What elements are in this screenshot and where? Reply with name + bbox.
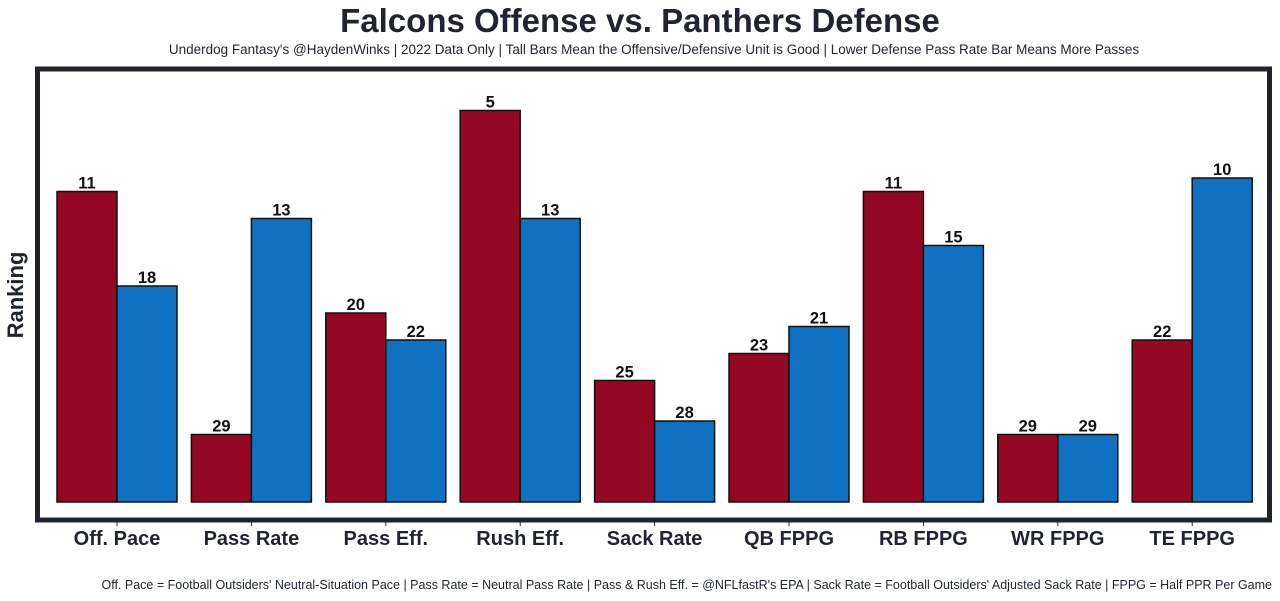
offense-value-label: 29 <box>212 418 230 436</box>
offense-bar-rush-eff <box>459 109 521 503</box>
chart-footnote: Off. Pace = Football Outsiders' Neutral-… <box>101 578 1272 592</box>
x-tick-label: QB FPPG <box>744 528 834 550</box>
offense-value-label: 22 <box>1153 323 1171 341</box>
defense-bar-rush-eff <box>519 217 581 503</box>
defense-value-label: 13 <box>541 202 559 220</box>
chart-title: Falcons Offense vs. Panthers Defense <box>340 2 940 39</box>
x-ticks-group <box>116 522 1193 526</box>
defense-bar-qb-fppg <box>788 325 850 503</box>
defense-bar-rb-fppg <box>922 244 985 503</box>
defense-value-label: 29 <box>1079 418 1097 436</box>
offense-bar-rb-fppg <box>862 190 925 503</box>
offense-bar-off-pace <box>56 190 118 503</box>
defense-value-label: 22 <box>407 323 425 341</box>
x-tick-label: Pass Rate <box>204 528 300 550</box>
x-tick-label: Rush Eff. <box>476 528 564 550</box>
offense-bar-wr-fppg <box>997 433 1059 503</box>
x-tick-label: Pass Eff. <box>344 528 428 550</box>
offense-bar-te-fppg <box>1131 339 1193 503</box>
defense-bar-pass-rate <box>250 217 313 503</box>
defense-value-label: 13 <box>272 202 290 220</box>
bars-group <box>56 109 1253 503</box>
defense-value-label: 21 <box>810 310 828 328</box>
x-tick-label: WR FPPG <box>1011 528 1104 550</box>
defense-bar-off-pace <box>116 285 178 503</box>
offense-value-label: 11 <box>885 175 902 193</box>
defense-value-label: 28 <box>675 404 693 422</box>
x-tick-labels-group: Off. Pace Pass Rate Pass Eff. Rush Eff. Sack… <box>74 528 1235 550</box>
defense-value-label: 15 <box>944 229 962 247</box>
chart-subtitle: Underdog Fantasy's @HaydenWinks | 2022 D… <box>168 42 1140 57</box>
defense-value-label: 18 <box>138 269 156 287</box>
x-tick-label: TE FPPG <box>1149 528 1235 550</box>
offense-value-label: 29 <box>1019 418 1037 436</box>
defense-bar-te-fppg <box>1191 177 1253 503</box>
bar-labels-group: 11 18 29 13 20 22 5 13 25 28 23 21 11 15 29 29 22 10 <box>78 94 1231 436</box>
x-tick-label: Off. Pace <box>74 528 161 550</box>
offense-value-label: 11 <box>78 175 95 193</box>
offense-bar-qb-fppg <box>728 352 790 503</box>
defense-bar-sack-rate <box>653 420 716 503</box>
x-tick-label: RB FPPG <box>879 528 968 550</box>
plot-frame <box>35 66 1272 523</box>
defense-bar-pass-eff <box>385 339 447 503</box>
offense-bar-pass-eff <box>325 312 387 503</box>
offense-value-label: 23 <box>750 337 768 355</box>
offense-value-label: 20 <box>347 296 365 314</box>
offense-bar-pass-rate <box>190 433 253 503</box>
offense-value-label: 25 <box>615 364 633 382</box>
offense-bar-sack-rate <box>593 379 656 503</box>
x-tick-label: Sack Rate <box>607 528 703 550</box>
offense-value-label: 5 <box>486 94 495 112</box>
defense-value-label: 10 <box>1213 161 1231 179</box>
defense-bar-wr-fppg <box>1057 433 1119 503</box>
